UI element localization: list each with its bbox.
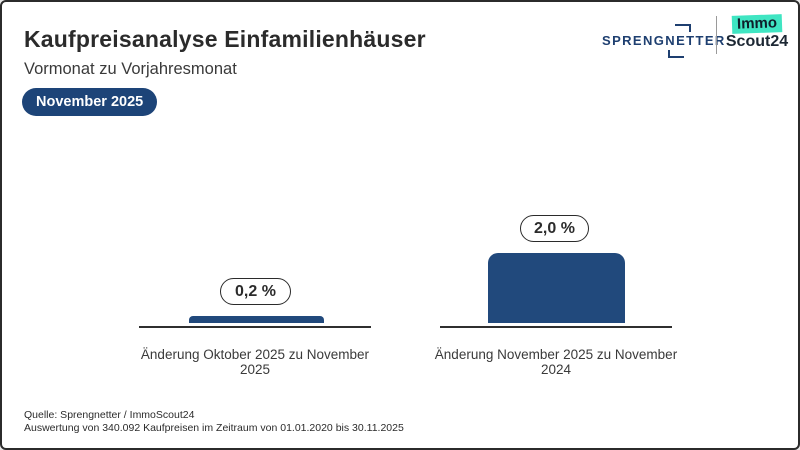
- category-label-year-over-year: Änderung November 2025 zu November 2024: [434, 347, 678, 377]
- immoscout24-logo-immo: Immo: [731, 14, 783, 34]
- immoscout24-logo: Immo Scout24: [720, 14, 794, 50]
- value-pill-month-over-month: 0,2 %: [220, 278, 291, 305]
- value-pill-year-over-year: 2,0 %: [520, 215, 589, 242]
- source-line-2: Auswertung von 340.092 Kaufpreisen im Ze…: [24, 421, 404, 434]
- category-label-month-over-month: Änderung Oktober 2025 zu November 2025: [140, 347, 370, 377]
- bar-month-over-month: [189, 316, 324, 323]
- source-line-1: Quelle: Sprengnetter / ImmoScout24: [24, 409, 195, 421]
- sprengnetter-bracket-top-icon: [675, 24, 691, 32]
- immoscout24-logo-scout: Scout24: [725, 33, 789, 50]
- baseline-right: [440, 326, 672, 328]
- page-subtitle: Vormonat zu Vorjahresmonat: [24, 60, 237, 78]
- page-title: Kaufpreisanalyse Einfamilienhäuser: [24, 26, 426, 52]
- month-badge: November 2025: [22, 88, 158, 116]
- sprengnetter-logo-text: SPRENGNETTER: [602, 33, 726, 48]
- baseline-left: [139, 326, 371, 328]
- sprengnetter-bracket-bottom-icon: [668, 50, 684, 58]
- sprengnetter-logo: SPRENGNETTER: [602, 24, 726, 58]
- bar-year-over-year: [488, 253, 625, 323]
- logo-divider: [716, 16, 717, 54]
- source-note: Quelle: Sprengnetter / ImmoScout24 Auswe…: [24, 409, 404, 434]
